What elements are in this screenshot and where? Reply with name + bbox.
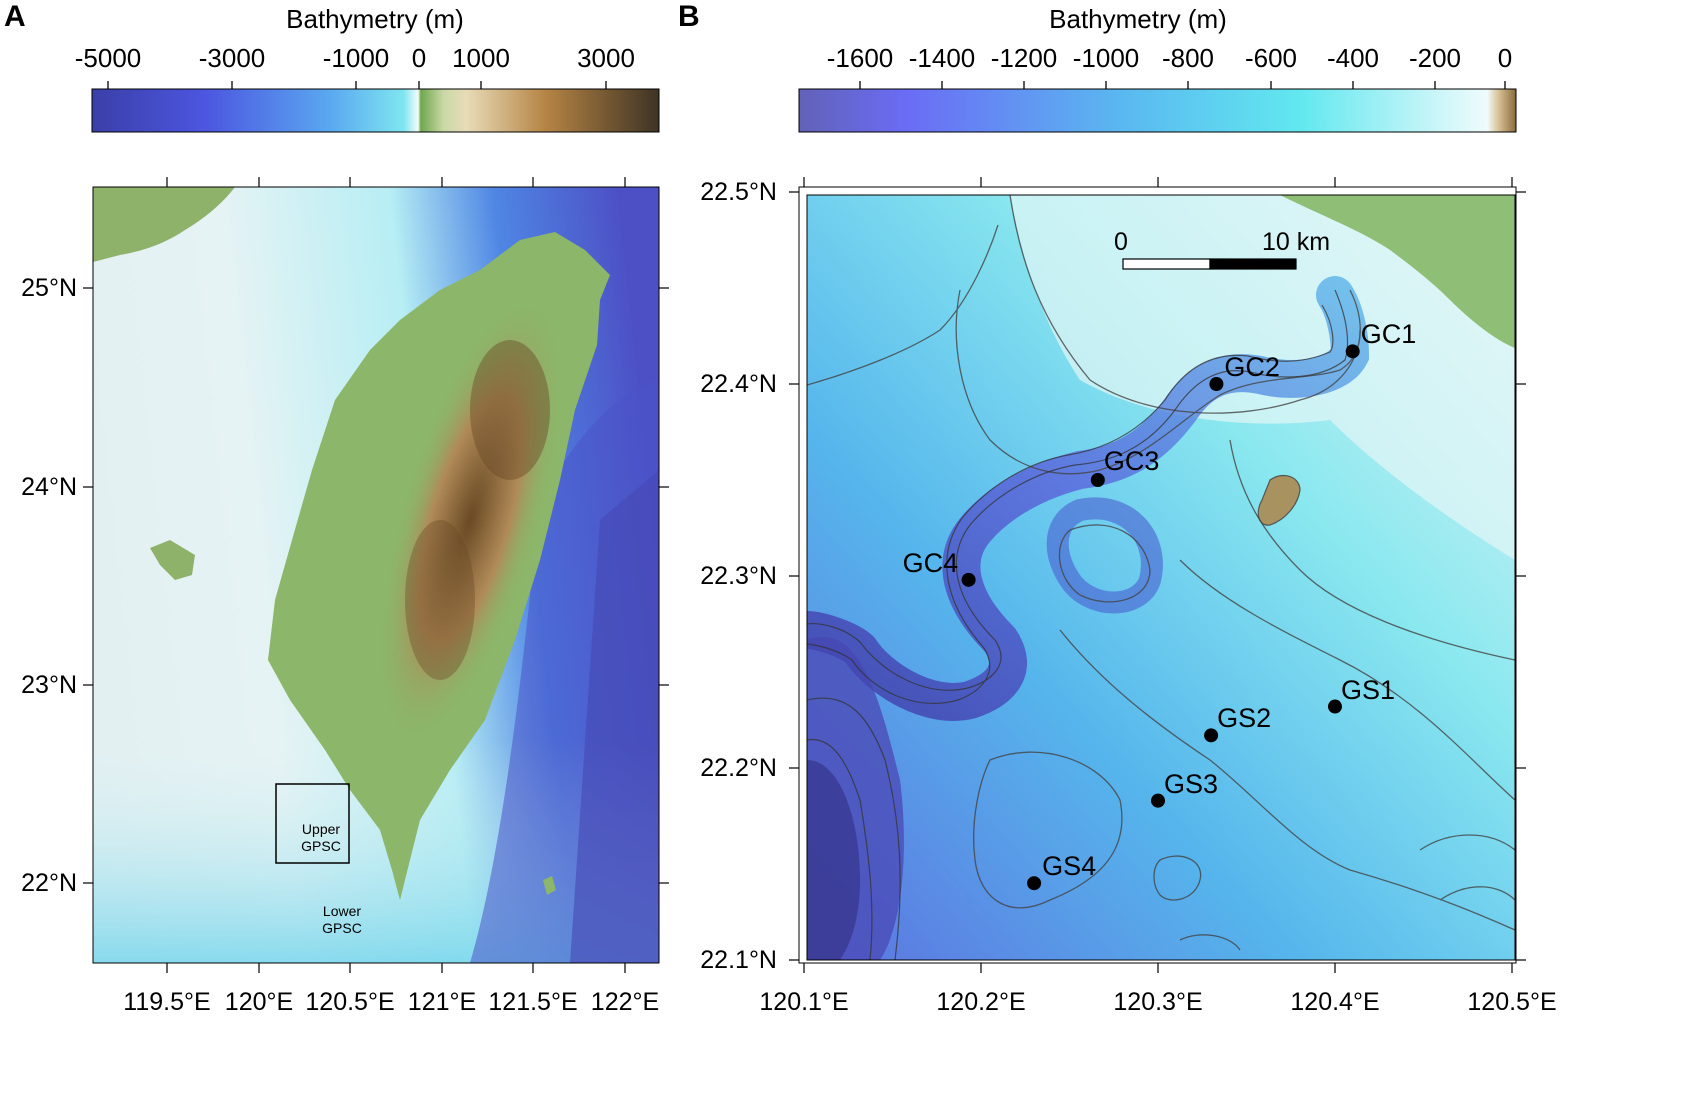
site-label-gs1: GS1 — [1341, 674, 1396, 705]
scale-bar — [1122, 258, 1297, 270]
panel-b-colorbar-tick: -1000 — [1072, 43, 1140, 73]
panel-a-colorbar — [91, 81, 660, 133]
site-marker-gs3 — [1151, 793, 1165, 808]
panel-b-lat-label: 22.3°N — [700, 562, 777, 590]
site-label-gc2: GC2 — [1224, 352, 1280, 382]
gaoping-canyon-channel — [807, 276, 1370, 721]
panel-b-lat-label: 22.2°N — [700, 754, 777, 782]
upper-gpsc-label: Upper GPSC — [301, 821, 341, 854]
panel-a-colorbar-tick: -5000 — [74, 43, 142, 73]
site-marker-gc1 — [1345, 344, 1360, 359]
panel-b-colorbar-tick: 0 — [1497, 43, 1513, 73]
scale-bar-start-label: 0 — [1114, 228, 1128, 256]
site-marker-gc2 — [1209, 377, 1224, 391]
panel-b-lon-label: 120.5°E — [1467, 988, 1557, 1016]
site-marker-gs4 — [1027, 876, 1042, 891]
site-label-gc4: GC4 — [902, 547, 959, 578]
panel-a-lat-label: 22°N — [21, 869, 77, 897]
site-label-gs4: GS4 — [1042, 851, 1097, 882]
lower-gpsc-label: Lower GPSC — [322, 903, 362, 936]
site-label-gs2: GS2 — [1217, 703, 1272, 734]
site-label-gs3: GS3 — [1164, 768, 1219, 799]
panel-a-colorbar-tick: 3000 — [577, 43, 635, 73]
panel-b-lon-label: 120.1°E — [759, 988, 849, 1016]
panel-a-lat-label: 23°N — [21, 671, 77, 699]
panel-a-colorbar-title: Bathymetry (m) — [286, 4, 464, 34]
panel-a-label: A — [4, 0, 26, 33]
panel-a-colorbar-tick: 1000 — [452, 43, 510, 73]
panel-a-axis-ticks — [83, 177, 669, 973]
panel-a-colorbar-tick: -1000 — [322, 43, 390, 73]
panel-a-colorbar-tick: -3000 — [198, 43, 266, 73]
panel-a-lat-label: 24°N — [21, 473, 77, 501]
panel-b-lon-label: 120.3°E — [1113, 988, 1203, 1016]
panel-b-colorbar-title: Bathymetry (m) — [1049, 4, 1227, 34]
panel-a-lon-label: 121.5°E — [488, 988, 578, 1016]
taiwan-coast-land — [1280, 195, 1515, 348]
panel-b-colorbar-tick: -1200 — [990, 43, 1058, 73]
site-marker-gc4 — [961, 572, 976, 587]
panel-b-colorbar-tick: -1400 — [908, 43, 976, 73]
panel-a-map — [93, 187, 659, 963]
panel-b-map — [807, 195, 1515, 960]
panel-a-lon-label: 119.5°E — [123, 988, 211, 1016]
panel-b-colorbar-tick: -800 — [1161, 43, 1215, 73]
site-marker-gs2 — [1204, 728, 1219, 743]
panel-b-lon-label: 120.2°E — [936, 988, 1026, 1016]
panel-a-lat-label: 25°N — [21, 274, 77, 302]
panel-b-lat-label: 22.1°N — [700, 946, 777, 974]
china-coast-land — [93, 187, 235, 262]
panel-b-axis-ticks — [789, 177, 1526, 973]
panel-a-frame — [92, 186, 660, 964]
panel-b-colorbar-tick: -600 — [1244, 43, 1298, 73]
site-marker-gc3 — [1090, 473, 1105, 487]
panel-b-lat-label: 22.4°N — [700, 370, 777, 398]
panel-a-colorbar-tick: 0 — [411, 43, 427, 73]
panel-a-lon-label: 121°E — [407, 988, 477, 1016]
panel-b-colorbar — [798, 81, 1517, 133]
panel-b-colorbar-tick: -400 — [1326, 43, 1380, 73]
site-markers — [961, 344, 1360, 891]
site-marker-gs1 — [1328, 699, 1342, 714]
scale-bar-end-label: 10 km — [1262, 228, 1331, 256]
site-label-gc1: GC1 — [1360, 319, 1417, 350]
site-label-gc3: GC3 — [1103, 446, 1160, 476]
panel-b-label: B — [678, 0, 700, 33]
panel-a-lon-label: 122°E — [590, 988, 660, 1016]
panel-b-colorbar-tick: -1600 — [826, 43, 894, 73]
panel-b-lon-label: 120.4°E — [1290, 988, 1380, 1016]
study-area-box — [275, 783, 350, 864]
panel-a-lon-label: 120.5°E — [305, 988, 395, 1016]
panel-b-lat-label: 22.5°N — [700, 178, 777, 206]
panel-b-colorbar-tick: -200 — [1408, 43, 1462, 73]
panel-a-lon-label: 120°E — [224, 988, 294, 1016]
island — [1257, 475, 1301, 526]
panel-b-frame — [806, 194, 1516, 961]
depth-contours — [807, 195, 1515, 951]
central-mountain-range — [377, 298, 563, 742]
